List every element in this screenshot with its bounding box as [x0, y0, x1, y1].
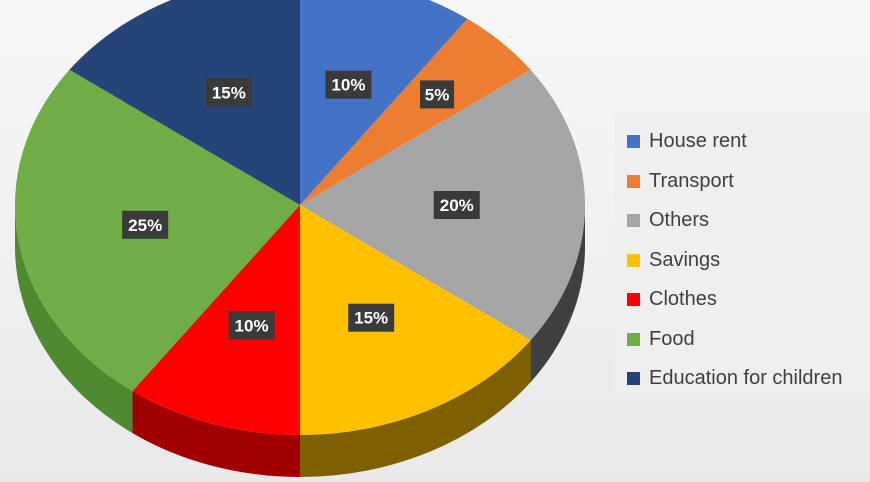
data-label-box: [420, 80, 455, 109]
data-label-box: [122, 210, 169, 239]
legend-item-clothes: Clothes: [627, 280, 870, 320]
legend-swatch: [627, 214, 640, 228]
data-label: 10%: [325, 70, 372, 99]
legend-swatch: [627, 253, 640, 267]
pie-slice-side: [132, 391, 300, 477]
data-label-box: [228, 311, 275, 340]
data-label-text: 10%: [235, 316, 269, 335]
data-label-box: [205, 78, 252, 107]
legend-item-house-rent: House rent: [627, 122, 870, 162]
legend-label: Savings: [649, 248, 721, 271]
pie-slice-side: [530, 205, 585, 383]
data-label: 15%: [348, 303, 395, 332]
pie-slice: [132, 205, 300, 435]
data-label-box: [348, 303, 395, 332]
data-label: 25%: [122, 210, 169, 239]
pie-slice: [300, 0, 468, 205]
legend-label: Others: [649, 209, 710, 232]
legend-swatch: [627, 372, 640, 386]
legend-label: House rent: [649, 130, 747, 153]
data-label-text: 5%: [425, 85, 450, 104]
pie-slice: [300, 18, 531, 206]
legend-item-savings: Savings: [627, 241, 870, 281]
data-label: 5%: [420, 80, 455, 109]
legend-swatch: [627, 174, 640, 188]
legend-swatch: [627, 135, 640, 149]
legend-item-food: Food: [627, 320, 870, 360]
data-label: 20%: [433, 191, 480, 219]
data-label-text: 10%: [331, 76, 365, 95]
legend-label: Transport: [649, 169, 734, 192]
data-label: 15%: [205, 78, 252, 107]
legend-label: Food: [649, 327, 695, 350]
legend-item-transport: Transport: [627, 162, 870, 202]
data-label-text: 15%: [212, 83, 246, 102]
pie-slice-side: [300, 340, 531, 477]
data-label-text: 15%: [354, 309, 388, 328]
legend-item-others: Others: [627, 201, 870, 241]
legend-swatch: [627, 332, 640, 346]
pie-side-walls: [15, 205, 585, 477]
legend-label: Education for children: [649, 367, 843, 390]
pie-slice-side: [15, 205, 133, 434]
data-label-box: [325, 70, 372, 99]
pie-slice: [300, 205, 531, 435]
legend-item-education-for-children: Education for children: [627, 359, 870, 399]
legend: House rent Transport Others Savings Clot…: [615, 112, 870, 392]
legend-swatch: [627, 293, 640, 307]
data-label-text: 25%: [128, 216, 162, 235]
data-label-box: [433, 191, 480, 219]
data-label: 10%: [228, 311, 275, 340]
data-label-text: 20%: [440, 196, 474, 215]
data-labels: 10% 5% 20% 15% 10% 25% 15%: [122, 70, 480, 340]
legend-label: Clothes: [649, 288, 717, 311]
pie-slice: [69, 0, 300, 205]
